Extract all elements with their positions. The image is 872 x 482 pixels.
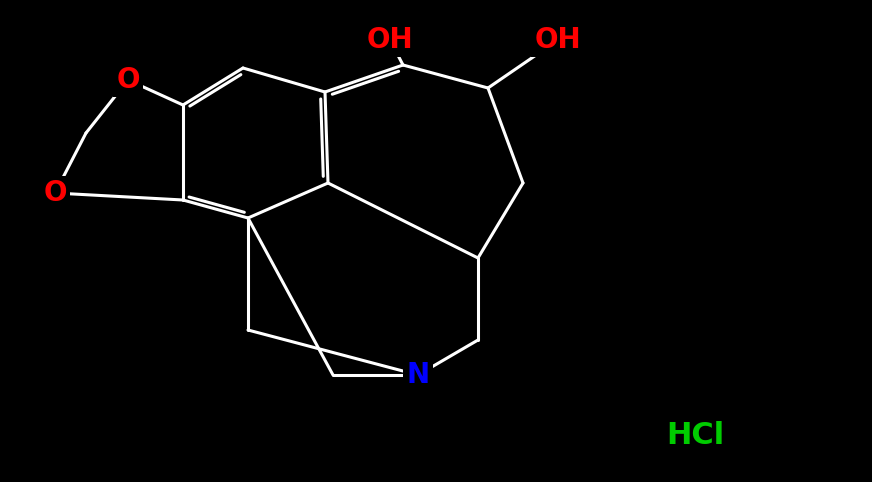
Text: HCl: HCl <box>666 420 724 450</box>
Text: O: O <box>116 66 140 94</box>
Text: OH: OH <box>367 26 413 54</box>
Text: N: N <box>406 361 430 389</box>
Text: OH: OH <box>535 26 582 54</box>
Text: O: O <box>44 179 67 207</box>
